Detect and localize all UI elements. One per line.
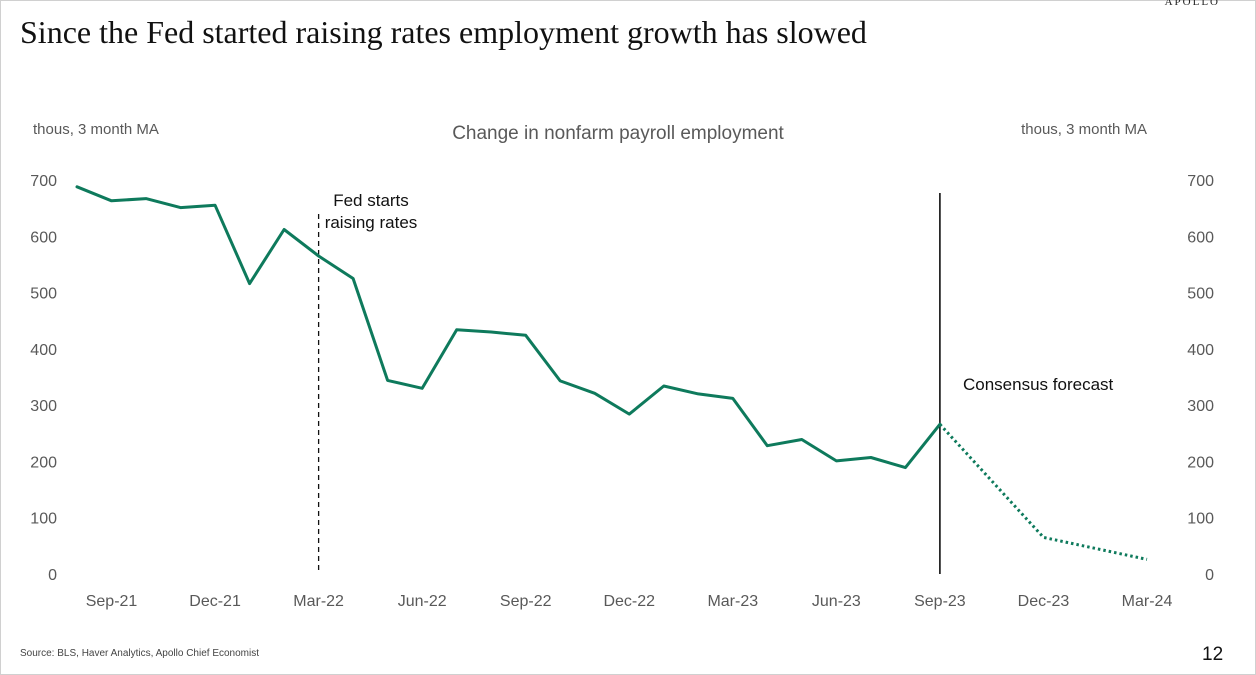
x-tick-label: Mar-23 <box>707 593 758 610</box>
y-tick-label-left: 500 <box>30 286 57 303</box>
y-tick-label-right: 500 <box>1187 286 1214 303</box>
x-tick-label: Mar-22 <box>293 593 344 610</box>
y-tick-label-left: 100 <box>30 511 57 528</box>
x-tick-label: Dec-22 <box>603 593 655 610</box>
x-axis: Sep-21 Dec-21 Mar-22 Jun-22 Sep-22 Dec-22 Mar-… <box>86 593 1173 610</box>
x-tick-label: Mar-24 <box>1122 593 1173 610</box>
y-tick-label-right: 300 <box>1187 398 1214 415</box>
source-note: Source: BLS, Haver Analytics, Apollo Chi… <box>20 648 260 659</box>
y-tick-label-right: 100 <box>1187 511 1214 528</box>
x-tick-label: Sep-21 <box>86 593 138 610</box>
forecast-series-line <box>938 423 1148 561</box>
x-tick-label: Dec-23 <box>1018 593 1070 610</box>
y-axis-left: 0 100 200 300 400 500 600 700 <box>30 173 57 584</box>
brand-logo: APOLLO <box>1164 0 1220 8</box>
x-tick-label: Jun-22 <box>398 593 447 610</box>
y-tick-label-left: 400 <box>30 342 57 359</box>
y-tick-label-left: 200 <box>30 454 57 471</box>
y-tick-label-right: 400 <box>1187 342 1214 359</box>
y-tick-label-left: 0 <box>48 567 57 584</box>
y-axis-label-left: thous, 3 month MA <box>33 121 159 138</box>
y-axis-right: 0 100 200 300 400 500 600 700 <box>1187 173 1214 584</box>
consensus-forecast-annotation: Consensus forecast <box>963 375 1114 394</box>
chart-title: Change in nonfarm payroll employment <box>452 123 784 144</box>
fed-start-annotation: Fed starts <box>333 191 409 210</box>
y-tick-label-right: 200 <box>1187 454 1214 471</box>
slide-title: Since the Fed started raising rates empl… <box>20 14 867 50</box>
y-tick-label-right: 0 <box>1205 567 1214 584</box>
x-tick-label: Sep-22 <box>500 593 552 610</box>
x-tick-label: Jun-23 <box>812 593 861 610</box>
line-chart: Change in nonfarm payroll employment tho… <box>30 121 1214 610</box>
page-number: 12 <box>1202 644 1224 665</box>
y-tick-label-right: 700 <box>1187 173 1214 190</box>
series-group <box>75 185 1148 561</box>
x-tick-label: Dec-21 <box>189 593 241 610</box>
y-tick-label-left: 700 <box>30 173 57 190</box>
annotations: Fed starts raising rates Consensus forecas… <box>317 191 1114 574</box>
actual-series-line <box>75 185 942 470</box>
y-axis-label-right: thous, 3 month MA <box>1021 121 1147 138</box>
y-tick-label-left: 300 <box>30 398 57 415</box>
x-tick-label: Sep-23 <box>914 593 966 610</box>
y-tick-label-right: 600 <box>1187 229 1214 246</box>
fed-start-annotation: raising rates <box>325 213 418 232</box>
y-tick-label-left: 600 <box>30 229 57 246</box>
